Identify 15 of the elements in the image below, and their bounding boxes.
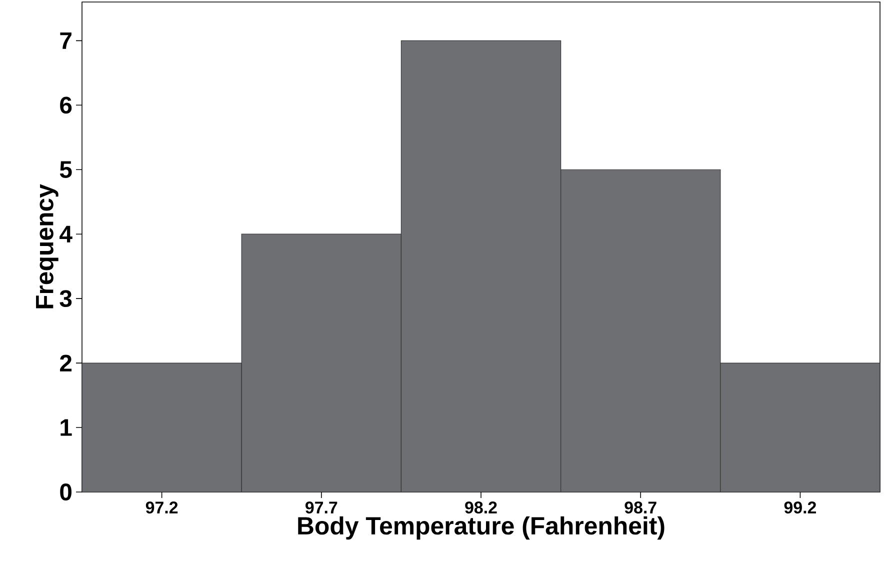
x-axis-title: Body Temperature (Fahrenheit)	[298, 516, 664, 540]
x-tick-label: 99.2	[784, 502, 816, 514]
y-tick-label: 0	[60, 484, 72, 500]
y-tick-label: 4	[60, 226, 72, 242]
x-tick-label: 97.7	[306, 502, 338, 514]
y-tick-label: 3	[60, 290, 72, 308]
x-tick-label: 98.7	[624, 502, 656, 514]
y-tick-label: 7	[60, 32, 72, 49]
y-axis-title: Frequency	[36, 184, 58, 308]
y-tick-label: 1	[60, 419, 72, 436]
x-tick-label: 98.2	[465, 502, 497, 514]
x-tick-label: 97.2	[146, 502, 178, 514]
y-tick-label: 2	[60, 354, 72, 372]
y-tick-label: 5	[60, 161, 72, 178]
y-tick-label: 6	[60, 96, 72, 114]
